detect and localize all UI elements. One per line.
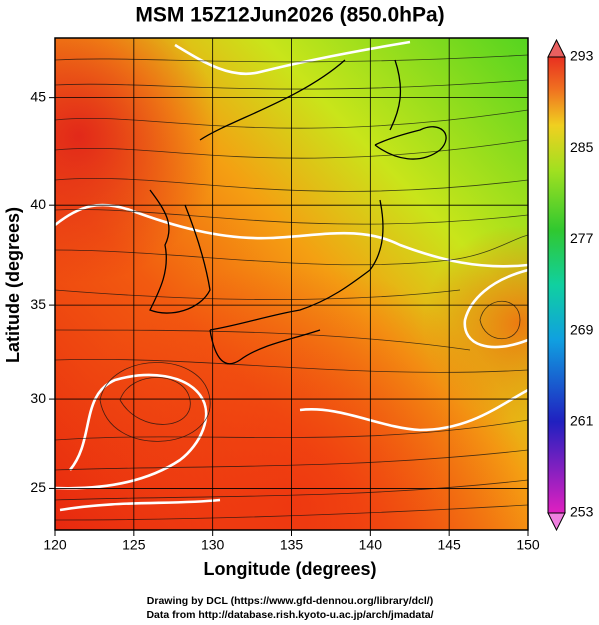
- x-tick-label: 145: [437, 537, 461, 553]
- colorbar-tick-label: 285: [570, 139, 594, 155]
- x-tick-label: 120: [43, 537, 67, 553]
- footer-credit: Drawing by DCL (https://www.gfd-dennou.o…: [147, 595, 433, 607]
- y-tick-label: 30: [30, 390, 46, 406]
- colorbar-tick-label: 269: [570, 321, 594, 337]
- y-tick-label: 45: [30, 88, 46, 104]
- x-axis-label: Longitude (degrees): [203, 559, 376, 579]
- y-axis-label: Latitude (degrees): [3, 207, 23, 363]
- y-tick-label: 35: [30, 296, 46, 312]
- x-tick-label: 140: [359, 537, 383, 553]
- x-tick-label: 130: [201, 537, 225, 553]
- footer-credit: Data from http://database.rish.kyoto-u.a…: [146, 609, 433, 621]
- colorbar: [547, 56, 566, 514]
- map-title: MSM 15Z12Jun2026 (850.0hPa): [135, 4, 444, 27]
- streamlines: [55, 54, 528, 521]
- colorbar-tick-label: 261: [570, 413, 594, 429]
- x-tick-label: 135: [280, 537, 304, 553]
- x-tick-label: 125: [122, 537, 146, 553]
- colorbar-tick-label: 277: [570, 230, 594, 246]
- colorbar-tick-label: 293: [570, 48, 594, 64]
- colorbar-over: [547, 38, 566, 58]
- colorbar-under: [547, 512, 566, 532]
- x-tick-label: 150: [516, 537, 540, 553]
- y-tick-label: 40: [30, 196, 46, 212]
- y-tick-label: 25: [30, 479, 46, 495]
- colorbar-tick-label: 253: [570, 504, 594, 520]
